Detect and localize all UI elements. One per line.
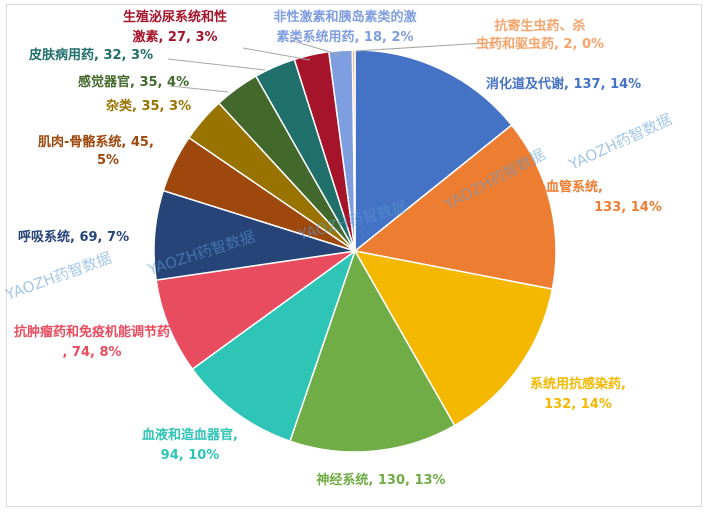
slice-data-label: 感觉器官, 35, 4% bbox=[78, 74, 189, 90]
watermark-text: YAOZH药智数据 bbox=[2, 249, 114, 304]
slice-data-label: 血液和造血器官, 94, 10% bbox=[142, 427, 238, 463]
watermark-text: YAOZH药智数据 bbox=[565, 110, 674, 174]
pie-slice bbox=[351, 49, 356, 252]
pie-slices bbox=[153, 49, 557, 453]
leader-line bbox=[242, 47, 311, 61]
leader-line bbox=[289, 39, 341, 56]
slice-data-label: 抗肿瘤药和免疫机能调节药, 74, 8% bbox=[14, 324, 170, 360]
slice-data-label: 呼吸系统, 69, 7% bbox=[18, 229, 129, 245]
pie-slice bbox=[289, 249, 456, 453]
slice-data-label: 杂类, 35, 3% bbox=[106, 98, 191, 114]
leader-lines bbox=[167, 39, 501, 93]
pie-slice bbox=[353, 249, 554, 427]
pie-slice bbox=[353, 124, 557, 291]
slice-data-label: 皮肤病用药, 32, 3% bbox=[28, 47, 153, 63]
slice-data-label: 系统用抗感染药, 132, 14% bbox=[530, 376, 626, 412]
slice-data-label: 生殖泌尿系统和性激素, 27, 3% bbox=[123, 9, 227, 45]
slice-data-label: 抗寄生虫药、杀虫药和驱虫药, 2, 0% bbox=[476, 18, 604, 52]
slice-data-label: 心血管系统, 133, 14% bbox=[533, 179, 662, 215]
slice-data-label: 神经系统, 130, 13% bbox=[316, 472, 445, 488]
leader-line bbox=[167, 58, 266, 71]
slice-data-label: 非性激素和胰岛素类的激素类系统用药, 18, 2% bbox=[273, 9, 417, 45]
pie-slice bbox=[155, 250, 356, 371]
leader-line bbox=[355, 41, 501, 52]
pie-slice bbox=[191, 249, 357, 443]
data-labels: 消化道及代谢, 137, 14% 心血管系统, 133, 14% 系统用抗感染药, 13… bbox=[14, 9, 662, 488]
slice-data-label: 消化道及代谢, 137, 14% bbox=[486, 76, 641, 92]
slice-data-label: 肌肉-骨骼系统, 45, 5% bbox=[38, 134, 154, 168]
leader-line bbox=[169, 85, 229, 93]
